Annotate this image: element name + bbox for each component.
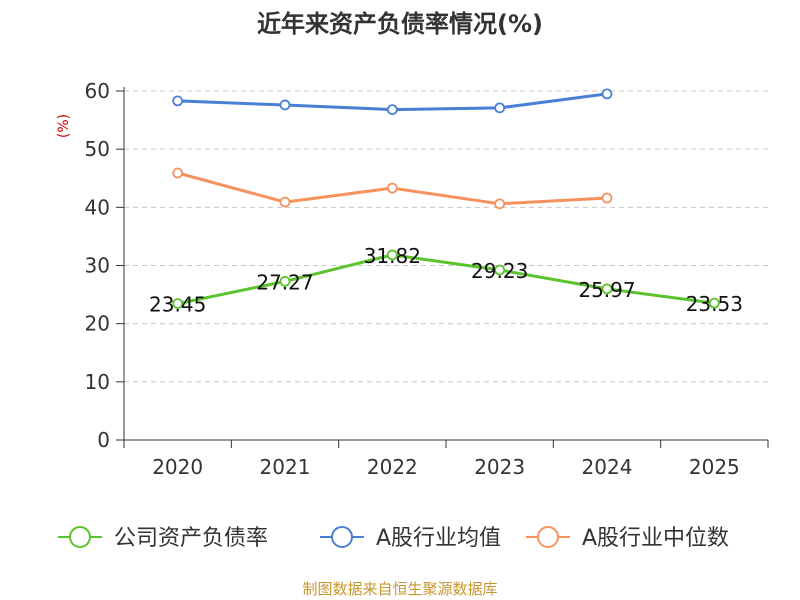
- x-tick-label-2024: 2024: [582, 455, 633, 479]
- data-label-0-5: 23.53: [686, 292, 743, 316]
- y-tick-labels: 0 10 20 30 40 50 60: [85, 79, 110, 452]
- data-point-1-3: [494, 102, 506, 114]
- series-lines: [172, 88, 720, 309]
- legend-label-2: A股行业中位数: [582, 526, 729, 551]
- data-point-0-1: [279, 275, 291, 287]
- x-tick-label-2025: 2025: [689, 455, 740, 479]
- source-note: 制图数据来自恒生聚源数据库: [302, 580, 497, 598]
- series-line-0: [177, 253, 715, 306]
- legend-marker-1: [331, 526, 353, 548]
- data-point-0-3: [494, 264, 506, 276]
- data-point-1-1: [279, 99, 291, 111]
- y-tick-label-0: 0: [97, 428, 110, 452]
- legend-item-0: 公司资产负债率: [58, 526, 268, 551]
- data-point-2-4: [601, 192, 613, 204]
- data-point-2-0: [172, 167, 184, 179]
- x-tick-label-2022: 2022: [367, 455, 418, 479]
- y-tick-label-20: 20: [85, 312, 110, 336]
- data-label-0-3: 29.23: [471, 259, 528, 283]
- legend-item-1: A股行业均值: [320, 526, 501, 551]
- data-point-2-2: [386, 182, 398, 194]
- y-tick-label-40: 40: [85, 195, 110, 219]
- series-1: [172, 88, 613, 116]
- data-label-0-1: 27.27: [256, 270, 313, 294]
- legend: 公司资产负债率 A股行业均值 A股行业中位数: [58, 526, 729, 551]
- y-axis-unit: (%): [56, 114, 72, 138]
- series-2: [172, 167, 613, 210]
- data-point-1-4: [601, 88, 613, 100]
- data-point-0-0: [172, 298, 184, 309]
- x-tick-label-2021: 2021: [260, 455, 311, 479]
- x-tick-label-2023: 2023: [474, 455, 525, 479]
- x-tick-labels: 2020 2021 2022 2023 2024 2025: [152, 455, 740, 479]
- data-label-0-2: 31.82: [364, 244, 421, 268]
- legend-label-1: A股行业均值: [376, 526, 501, 551]
- chart-title: 近年来资产负债率情况(%): [257, 10, 543, 38]
- series-0: [172, 249, 720, 309]
- axes: [116, 87, 769, 448]
- data-label-0-4: 25.97: [578, 278, 635, 302]
- y-tick-label-30: 30: [85, 254, 110, 278]
- legend-label-0: 公司资产负债率: [114, 526, 268, 551]
- data-point-0-2: [386, 249, 398, 261]
- data-point-2-3: [494, 198, 506, 210]
- data-labels: 23.45 27.27 31.82 29.23 25.97 23.53: [149, 244, 743, 317]
- data-label-0-0: 23.45: [149, 293, 206, 317]
- data-point-2-1: [279, 196, 291, 208]
- data-point-0-4: [601, 283, 613, 295]
- gridlines: [124, 90, 768, 383]
- legend-marker-0: [69, 526, 91, 548]
- data-point-1-2: [386, 104, 398, 116]
- x-tick-label-2020: 2020: [152, 455, 203, 479]
- data-point-0-5: [708, 297, 720, 309]
- data-point-1-0: [172, 95, 184, 107]
- legend-marker-2: [537, 526, 559, 548]
- legend-item-2: A股行业中位数: [526, 526, 729, 551]
- y-tick-label-60: 60: [85, 79, 110, 103]
- y-tick-label-10: 10: [85, 370, 110, 394]
- y-tick-label-50: 50: [85, 137, 110, 161]
